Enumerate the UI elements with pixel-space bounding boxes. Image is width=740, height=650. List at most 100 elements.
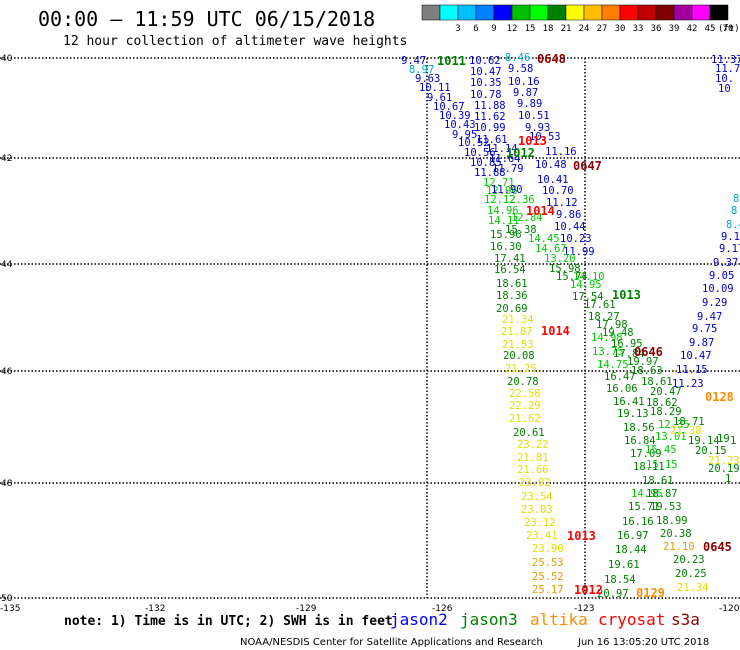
observation-value: 9.63	[415, 73, 440, 85]
observation-value: 10.67	[433, 101, 465, 113]
legend-label: 70	[723, 24, 734, 34]
observation-value: 16.16	[622, 516, 654, 528]
legend-swatch	[601, 4, 621, 21]
observation-value: 17.54	[572, 291, 604, 303]
legend-swatch	[547, 4, 567, 21]
observation-value: 11.64	[489, 153, 521, 165]
pass-time-label: 0646	[634, 345, 663, 359]
observation-value: 8	[733, 193, 739, 205]
observation-value: 21.87	[501, 326, 533, 338]
observation-value: 17.98	[596, 319, 628, 331]
observation-value: 8.97	[409, 64, 434, 76]
observation-value: 9.37	[713, 257, 738, 269]
pass-time-label: 1012	[506, 146, 535, 160]
observation-value: 18.63	[631, 365, 663, 377]
legend-swatch	[637, 4, 657, 21]
observation-value: 10.56	[464, 147, 496, 159]
observation-value: 20.15	[695, 445, 727, 457]
observation-value: 15.98	[549, 263, 581, 275]
pass-time-label: 0645	[703, 540, 732, 554]
legend-swatch	[619, 4, 639, 21]
observation-value: 10.47	[470, 66, 502, 78]
observation-value: 14.96	[487, 205, 519, 217]
observation-value: 23.03	[521, 504, 553, 516]
observation-value: 22.29	[509, 400, 541, 412]
pass-time-label: 1014	[526, 204, 555, 218]
observation-value: 18.11	[633, 461, 665, 473]
satellite-name-jason2: jason2	[390, 610, 448, 629]
observation-value: 10.99	[474, 122, 506, 134]
observation-value: 19.48	[602, 327, 634, 339]
observation-value: 11.16	[545, 146, 577, 158]
observation-value: 9.95	[452, 129, 477, 141]
legend-label: 33	[633, 24, 644, 34]
map-title: 00:00 – 11:59 UTC 06/15/2018	[38, 7, 375, 31]
legend-label: 15	[525, 24, 536, 34]
observation-value: 11.88	[474, 167, 506, 179]
observation-value: 21.53	[502, 339, 534, 351]
observation-value: 16.54	[494, 264, 526, 276]
observation-value: 11.7	[715, 63, 740, 75]
observation-value: 10.85	[470, 157, 502, 169]
legend-swatch	[421, 4, 441, 21]
observation-value: 10	[718, 83, 731, 95]
pass-time-labels: 1011 064810131012064710141013101406460128…	[437, 52, 734, 600]
lat-tick-44: 44	[1, 260, 13, 270]
observation-value: 25.53	[532, 557, 564, 569]
observation-value: 20.61	[513, 427, 545, 439]
observation-value: 9.29	[702, 297, 727, 309]
observation-value: 15.96	[490, 229, 522, 241]
observation-value: 14.67	[535, 243, 567, 255]
observation-value: 11.61	[476, 134, 508, 146]
pass-time-label: 1013	[612, 288, 641, 302]
observation-value: 16.95	[611, 338, 643, 350]
observation-value: 20.69	[496, 303, 528, 315]
observation-value: 11.90	[491, 184, 523, 196]
lat-tick-48: 48	[1, 479, 13, 489]
lat-tick-40: 40	[1, 54, 13, 64]
observation-value: 18.54	[604, 574, 636, 586]
legend-swatch	[583, 4, 603, 21]
observation-value: 18.56	[623, 422, 655, 434]
observation-value: 25.17	[532, 584, 564, 596]
observation-value: 10.43	[444, 119, 476, 131]
observation-value: 14.75	[597, 359, 629, 371]
color-legend: 3 6 9 12 15 18 21 24 27 30 33 36 39 42 45 70(ft)	[421, 4, 740, 34]
observation-value: 20.38	[660, 528, 692, 540]
observation-value: 20.78	[507, 376, 539, 388]
observation-value: 18.87	[646, 488, 678, 500]
observation-value: 21.10	[663, 541, 695, 553]
satellite-name-s3a: s3a	[671, 610, 700, 629]
observation-value: 10.16	[508, 76, 540, 88]
pass-time-label: 1012	[574, 583, 603, 597]
observation-value: 14.95	[631, 488, 663, 500]
legend-label: 18	[543, 24, 554, 34]
pass-time-label: 1014	[541, 324, 570, 338]
observation-value: 18.44	[615, 544, 647, 556]
lat-tick-42: 42	[1, 154, 12, 164]
observation-value: 15.74	[556, 271, 588, 283]
observation-value: 13.01	[655, 431, 687, 443]
lat-lon-grid	[0, 57, 740, 599]
legend-swatch	[511, 4, 531, 21]
observation-value: 9.58	[508, 63, 533, 75]
generated-timestamp: Jun 16 13:05:20 UTC 2018	[577, 637, 709, 648]
observation-value: 11.99	[563, 246, 595, 258]
observation-value: 10.41	[537, 174, 569, 186]
observation-value: 14.95	[570, 279, 602, 291]
lon-tick-123: -123	[574, 604, 594, 614]
observation-value: 12.84	[511, 212, 543, 224]
observation-value: 10.44	[554, 221, 586, 233]
observation-value: 23.02	[519, 477, 551, 489]
observation-value: 15.71	[628, 501, 660, 513]
observation-value: 12.12	[484, 194, 516, 206]
observation-value: 12.36	[503, 194, 535, 206]
observation-value: 14.98	[591, 332, 623, 344]
legend-label: 3	[455, 24, 460, 34]
legend-swatch	[439, 4, 459, 21]
observation-value: 16.06	[606, 383, 638, 395]
legend-swatch	[691, 4, 711, 21]
legend-swatch	[493, 4, 513, 21]
observation-value: 18.27	[588, 311, 620, 323]
